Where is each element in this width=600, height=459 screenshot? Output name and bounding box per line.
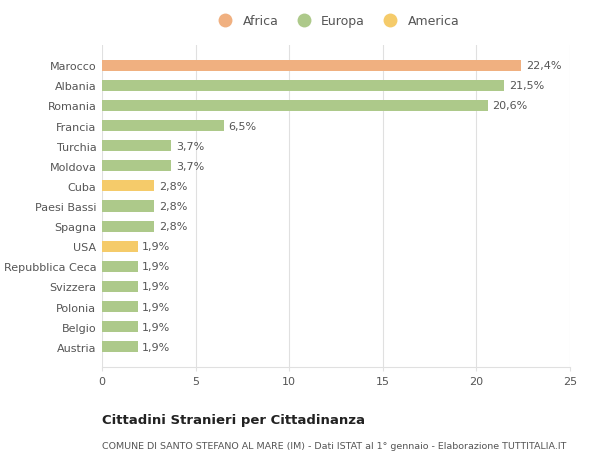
Bar: [102, 161, 171, 172]
Text: 2,8%: 2,8%: [159, 222, 187, 232]
Bar: [102, 201, 154, 212]
Bar: [102, 261, 137, 272]
Text: 22,4%: 22,4%: [526, 61, 562, 71]
Text: 1,9%: 1,9%: [142, 302, 170, 312]
Bar: [102, 141, 171, 152]
Bar: [102, 221, 154, 232]
Text: Cittadini Stranieri per Cittadinanza: Cittadini Stranieri per Cittadinanza: [102, 413, 365, 426]
Text: 6,5%: 6,5%: [229, 121, 256, 131]
Bar: [102, 101, 488, 112]
Bar: [102, 241, 137, 252]
Bar: [102, 321, 137, 332]
Legend: Africa, Europa, America: Africa, Europa, America: [208, 11, 464, 34]
Text: 20,6%: 20,6%: [493, 101, 527, 111]
Text: 1,9%: 1,9%: [142, 242, 170, 252]
Text: 1,9%: 1,9%: [142, 342, 170, 352]
Bar: [102, 121, 224, 132]
Text: 1,9%: 1,9%: [142, 282, 170, 292]
Text: 3,7%: 3,7%: [176, 162, 204, 171]
Text: COMUNE DI SANTO STEFANO AL MARE (IM) - Dati ISTAT al 1° gennaio - Elaborazione T: COMUNE DI SANTO STEFANO AL MARE (IM) - D…: [102, 441, 566, 450]
Bar: [102, 61, 521, 72]
Text: 2,8%: 2,8%: [159, 202, 187, 212]
Bar: [102, 181, 154, 192]
Bar: [102, 302, 137, 313]
Text: 1,9%: 1,9%: [142, 262, 170, 272]
Text: 21,5%: 21,5%: [509, 81, 544, 91]
Bar: [102, 281, 137, 292]
Text: 3,7%: 3,7%: [176, 141, 204, 151]
Text: 1,9%: 1,9%: [142, 322, 170, 332]
Bar: [102, 341, 137, 353]
Text: 2,8%: 2,8%: [159, 181, 187, 191]
Bar: [102, 81, 505, 92]
